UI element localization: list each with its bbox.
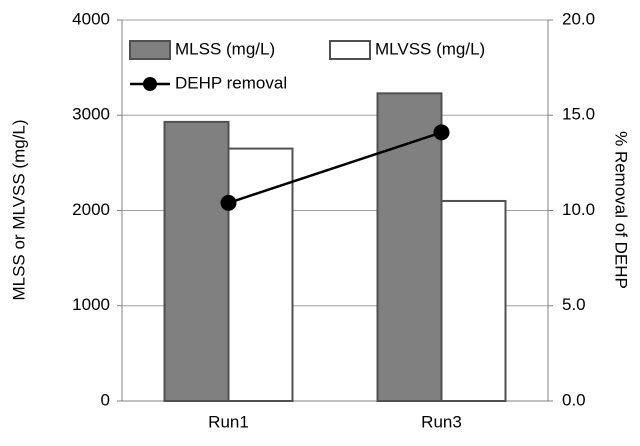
marker — [220, 194, 237, 211]
legend-swatch — [129, 40, 171, 60]
y-tick-label: 2000 — [72, 200, 110, 219]
bar — [376, 92, 443, 402]
y2-axis-title: % Removal of DEHP — [612, 131, 631, 289]
y-axis-title: MLSS or MLVSS (mg/L) — [9, 119, 28, 300]
legend-label: MLSS (mg/L) — [175, 39, 275, 58]
y-tick-label: 4000 — [72, 9, 110, 28]
y2-tick-label: 0.0 — [562, 390, 586, 409]
bar — [440, 199, 507, 402]
y2-tick-label: 5.0 — [562, 295, 586, 314]
legend-label: DEHP removal — [175, 73, 287, 92]
x-tick-label: Run3 — [421, 412, 462, 431]
y-tick-label: 3000 — [72, 105, 110, 124]
y2-tick-label: 20.0 — [562, 9, 595, 28]
x-tick-label: Run1 — [208, 412, 249, 431]
y-tick-label: 0 — [101, 390, 110, 409]
legend-swatch — [329, 40, 371, 60]
y-tick-label: 1000 — [72, 295, 110, 314]
legend-marker — [143, 77, 157, 91]
bar — [227, 147, 294, 402]
y2-tick-label: 15.0 — [562, 105, 595, 124]
y2-tick-label: 10.0 — [562, 200, 595, 219]
bar — [163, 120, 230, 402]
line — [228, 131, 442, 205]
marker — [433, 124, 450, 141]
legend-label: MLVSS (mg/L) — [375, 39, 485, 58]
